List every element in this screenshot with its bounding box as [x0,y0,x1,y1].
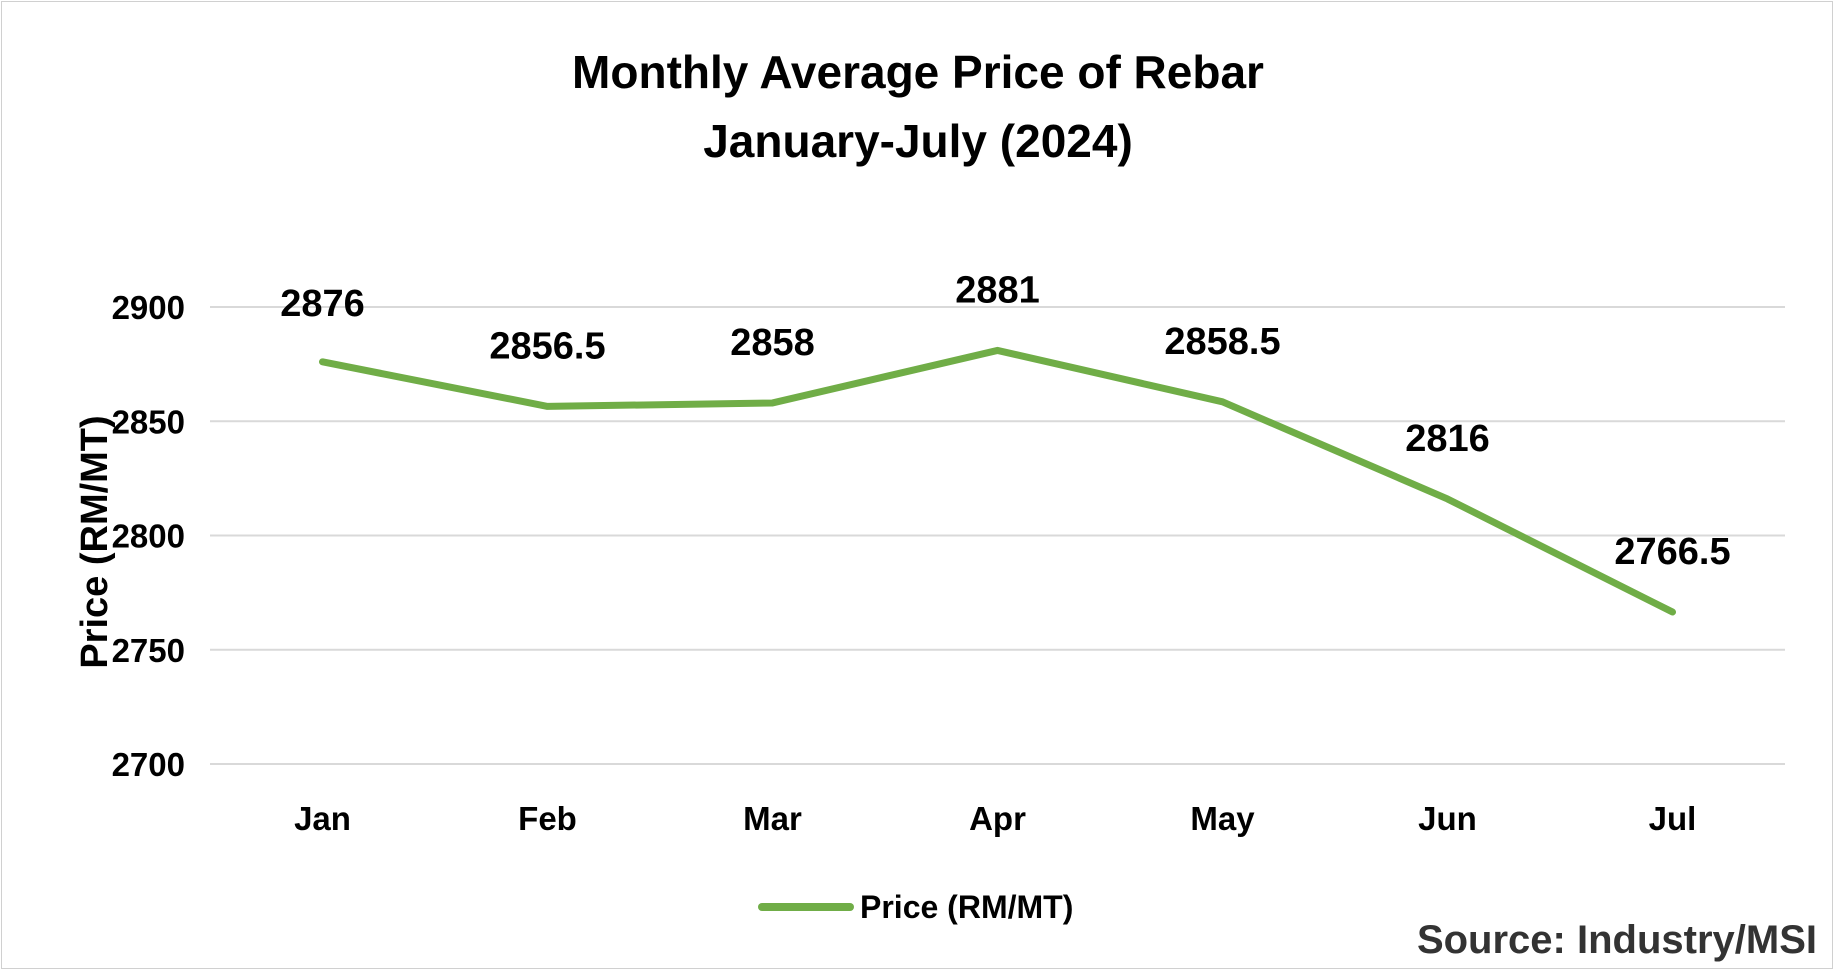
legend: Price (RM/MT) [758,889,1073,925]
chart-title: Monthly Average Price of Rebar [572,46,1264,98]
x-tick-label: Mar [743,800,802,837]
data-label: 2856.5 [489,325,605,367]
data-label: 2876 [280,283,365,325]
gridlines [210,306,1785,765]
chart-subtitle: January-July (2024) [703,115,1133,167]
x-tick-label: Jul [1649,800,1697,837]
x-tick-label: Apr [969,800,1026,837]
x-tick-label: Feb [518,800,577,837]
legend-label: Price (RM/MT) [860,889,1073,925]
source-note: Source: Industry/MSI [1417,918,1817,962]
x-tick-label: Jan [294,800,351,837]
y-axis-ticks: 2700 2750 2800 2850 2900 [112,289,185,783]
y-tick-label: 2850 [112,403,185,440]
data-label: 2858 [730,322,815,364]
series-layer [319,346,1676,616]
data-label: 2881 [955,269,1040,311]
x-tick-label: May [1190,800,1255,837]
data-label: 2858.5 [1164,321,1280,363]
data-labels: 2876 2856.5 2858 2881 2858.5 2816 2766.5 [280,269,1730,573]
data-label: 2816 [1405,418,1490,460]
x-axis-ticks: Jan Feb Mar Apr May Jun Jul [294,800,1696,837]
y-tick-label: 2800 [112,518,185,555]
y-tick-label: 2750 [112,632,185,669]
data-label: 2766.5 [1614,531,1730,573]
series-line [319,346,1676,616]
x-tick-label: Jun [1418,800,1477,837]
y-tick-label: 2900 [112,289,185,326]
y-tick-label: 2700 [112,746,185,783]
y-axis-title: Price (RM/MT) [74,415,116,668]
